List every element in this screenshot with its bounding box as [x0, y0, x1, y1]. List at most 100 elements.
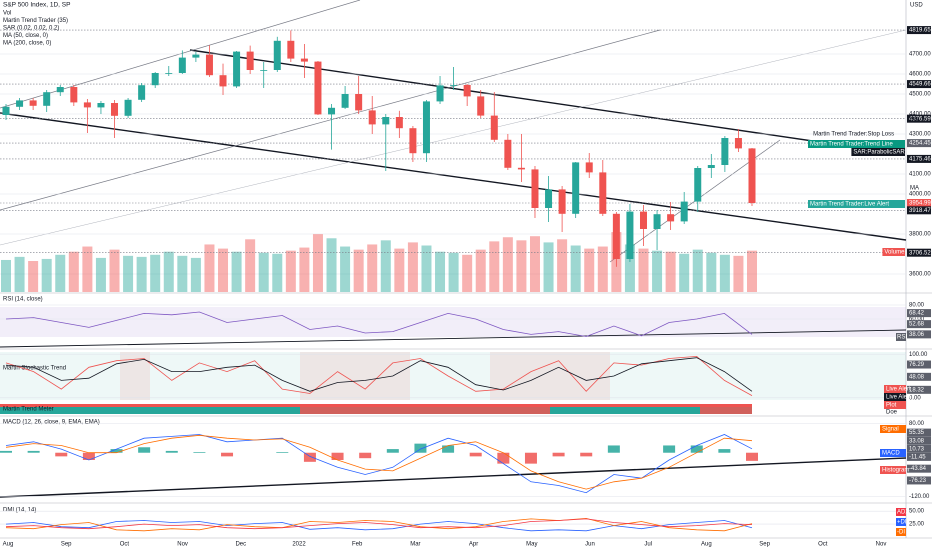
candle-body	[328, 107, 336, 115]
annotation-badge	[851, 148, 905, 156]
volume-bar	[367, 244, 378, 292]
price-badge	[907, 464, 931, 473]
y-tick-label: 0.00	[909, 395, 921, 401]
candle-body	[409, 128, 417, 154]
candle-body	[165, 73, 173, 74]
price-badge	[907, 206, 931, 215]
volume-bar	[570, 245, 581, 292]
legend-entry: MA (200, close, 0)	[3, 41, 51, 47]
volume-bar	[109, 249, 120, 292]
volume-bar	[340, 246, 351, 292]
histogram-bar	[442, 445, 455, 453]
legend-entry: SAR (0.02, 0.02, 0.2)	[3, 26, 59, 32]
line-series	[5, 434, 753, 490]
candle-body	[531, 169, 539, 208]
x-tick-label: Sep	[759, 542, 770, 548]
volume-bar	[747, 250, 757, 292]
candle-body	[667, 214, 675, 222]
price-badge	[907, 452, 931, 461]
currency: USD	[910, 3, 923, 9]
y-tick-label: 60.00	[909, 317, 925, 323]
histogram-bar	[303, 452, 316, 462]
price-badge	[907, 26, 931, 35]
volume-bar	[380, 240, 391, 292]
y-tick-label: 4100.00	[909, 172, 931, 178]
panel-title: Martin Trend Meter	[3, 407, 54, 413]
candle-body	[138, 85, 146, 100]
candle-body	[246, 51, 254, 70]
annotation-badge	[884, 385, 906, 393]
price-badge-label: 4819.65	[909, 28, 931, 34]
x-tick-label: Aug	[701, 542, 712, 548]
x-tick-label: Nov	[876, 542, 887, 548]
candle-body	[395, 117, 403, 129]
candle-body	[219, 75, 227, 87]
panel-title: DMI (14, 14)	[3, 508, 36, 514]
volume-bar	[475, 249, 486, 292]
legend-entry: Histogram	[882, 468, 909, 474]
x-tick-label: Sep	[61, 542, 72, 548]
x-tick-label: Jun	[585, 542, 595, 548]
price-badge-label: 3706.52	[909, 250, 931, 256]
histogram-bar	[165, 450, 178, 453]
candle-body	[178, 57, 186, 73]
histogram-bar	[0, 450, 12, 453]
legend-entry: MA (50, close, 0)	[3, 33, 48, 39]
candle-body	[599, 172, 607, 214]
volume-bar	[95, 257, 106, 292]
candle-body	[490, 115, 498, 140]
candle-body	[368, 110, 376, 125]
price-badge-label: 38.06	[909, 332, 925, 338]
y-tick-label: 4400.00	[909, 112, 931, 118]
histogram-bar	[276, 452, 289, 453]
histogram-bar	[580, 452, 593, 457]
candle-body	[450, 85, 458, 86]
candle-body	[56, 87, 64, 93]
candle-body	[97, 103, 105, 108]
candle-body	[341, 94, 349, 108]
volume-bar	[272, 253, 283, 292]
annotation-badge	[896, 333, 906, 341]
candle-body	[355, 94, 363, 111]
y-tick-label: 3800.00	[909, 232, 931, 238]
histogram-bar	[82, 452, 95, 460]
annotation: MA	[910, 186, 919, 192]
volume-bar	[14, 256, 25, 292]
candle-body	[639, 211, 647, 229]
price-badge-label: 4549.66	[909, 82, 931, 88]
histogram-bar	[193, 452, 206, 453]
annotation: Live Alert	[886, 387, 911, 393]
x-tick-label: May	[526, 542, 537, 548]
price-badge	[907, 114, 931, 123]
histogram-bar	[27, 450, 40, 453]
volume-bar	[516, 240, 527, 292]
histogram-bar	[746, 452, 758, 461]
candle-body	[572, 162, 580, 214]
x-tick-label: Dec	[235, 542, 246, 548]
volume-bar	[652, 250, 663, 292]
candle-body	[585, 162, 593, 173]
volume-bar	[584, 248, 595, 292]
volume-bar	[733, 255, 744, 292]
price-badge-label: 18.32	[909, 387, 925, 393]
volume-bar	[245, 239, 256, 292]
volume-bar	[123, 255, 134, 292]
volume-bar	[665, 251, 676, 292]
candle-body	[83, 102, 91, 108]
annotation-badge	[884, 393, 906, 401]
candle-body	[707, 165, 715, 168]
line-series	[5, 357, 753, 392]
candle-body	[436, 85, 444, 102]
price-badge	[907, 444, 931, 453]
volume-bar	[218, 248, 229, 292]
annotation: Plot	[886, 403, 897, 409]
volume-bar	[692, 249, 703, 292]
y-tick-label: 50.00	[909, 509, 925, 515]
volume-bar	[394, 248, 405, 292]
volume-bar	[679, 253, 690, 292]
volume-bar	[719, 254, 730, 292]
x-tick-label: Apr	[469, 542, 478, 548]
candle-body	[124, 99, 132, 116]
legend-badge	[880, 466, 906, 474]
candle-body	[626, 211, 634, 259]
